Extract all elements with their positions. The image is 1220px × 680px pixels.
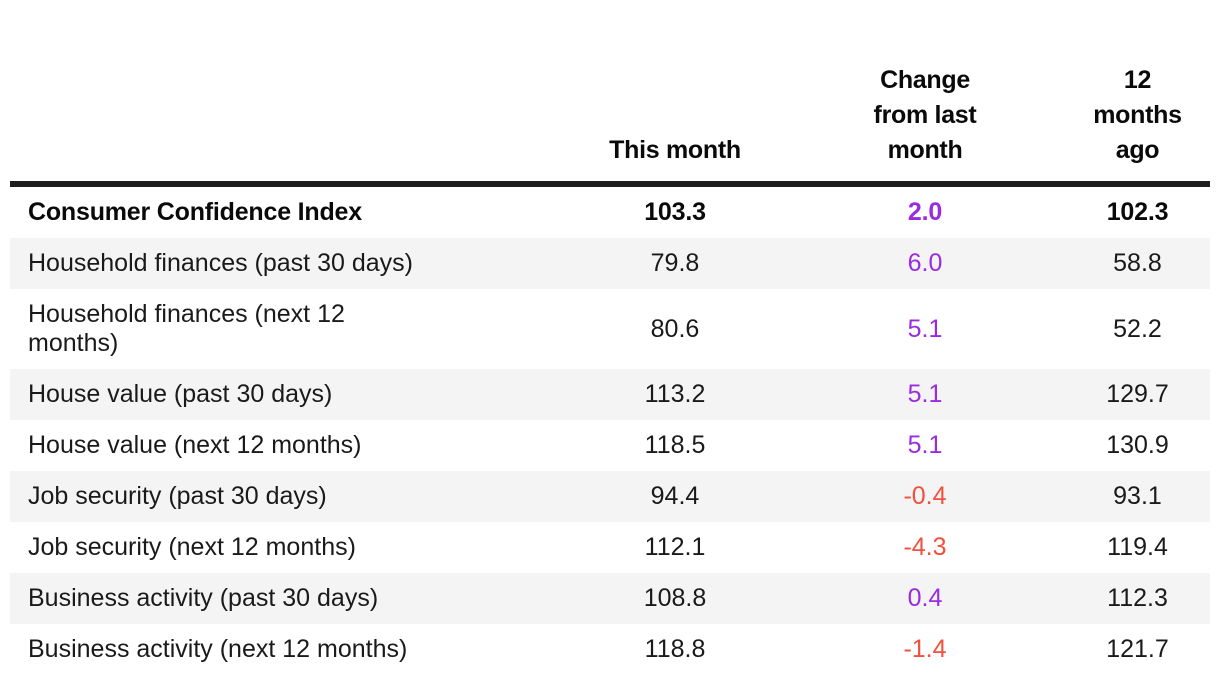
this-month-value: 103.3 (644, 198, 706, 226)
this-month-value: 112.1 (644, 533, 706, 561)
row-label: Job security (next 12 months) (28, 533, 356, 561)
this-month-value: 113.2 (644, 380, 706, 408)
row-label: Business activity (past 30 days) (28, 584, 379, 612)
header-change-from-last-month: Change from last month (785, 0, 1065, 187)
twelve-months-ago-value: 121.7 (1106, 635, 1169, 663)
table-row: Household finances (past 30 days) 79.8 6… (10, 238, 1210, 289)
table-row: Household finances (next 12 months) 80.6… (10, 289, 1210, 369)
this-month-value: 79.8 (650, 249, 700, 277)
table-row: Consumer Confidence Index 103.3 2.0 102.… (10, 184, 1210, 238)
header-row: This month Change from last month 12 mon… (10, 0, 1210, 187)
table-row: Business activity (past 30 days) 108.8 0… (10, 573, 1210, 624)
twelve-months-ago-value: 93.1 (1113, 482, 1162, 510)
row-label: Consumer Confidence Index (28, 198, 362, 226)
change-value: 2.0 (907, 198, 943, 226)
this-month-value: 80.6 (650, 314, 700, 343)
table-header: This month Change from last month 12 mon… (10, 0, 1210, 187)
table-row: Job security (past 30 days) 94.4 -0.4 93… (10, 471, 1210, 522)
change-value: -1.4 (903, 635, 947, 663)
header-empty (10, 0, 565, 187)
row-label: Job security (past 30 days) (28, 482, 327, 510)
change-value: 5.1 (907, 380, 943, 408)
row-label: Household finances (past 30 days) (28, 249, 413, 277)
table-row: Job security (next 12 months) 112.1 -4.3… (10, 522, 1210, 573)
twelve-months-ago-value: 58.8 (1113, 249, 1162, 277)
header-12-months-ago: 12 months ago (1065, 0, 1210, 187)
twelve-months-ago-value: 52.2 (1113, 314, 1162, 343)
row-label: Household finances (next 12 months) (28, 300, 345, 357)
table-row: House value (next 12 months) 118.5 5.1 1… (10, 420, 1210, 471)
row-label: Business activity (next 12 months) (28, 635, 408, 663)
table-body: Consumer Confidence Index 103.3 2.0 102.… (10, 184, 1210, 675)
this-month-value: 108.8 (643, 584, 707, 612)
table-row: House value (past 30 days) 113.2 5.1 129… (10, 369, 1210, 420)
this-month-value: 118.8 (644, 635, 706, 663)
row-label: House value (next 12 months) (28, 431, 362, 459)
twelve-months-ago-value: 130.9 (1106, 431, 1169, 459)
header-this-month: This month (565, 0, 785, 187)
change-value: 6.0 (907, 249, 943, 277)
change-value: -4.3 (903, 533, 947, 561)
twelve-months-ago-value: 112.3 (1107, 584, 1168, 612)
twelve-months-ago-value: 129.7 (1106, 380, 1169, 408)
this-month-value: 118.5 (644, 431, 706, 459)
change-value: 5.1 (907, 314, 943, 343)
change-value: 5.1 (907, 431, 943, 459)
table-row: Business activity (next 12 months) 118.8… (10, 624, 1210, 675)
change-value: 0.4 (907, 584, 943, 612)
twelve-months-ago-value: 102.3 (1106, 198, 1169, 226)
row-label: House value (past 30 days) (28, 380, 333, 408)
this-month-value: 94.4 (650, 482, 700, 510)
twelve-months-ago-value: 119.4 (1107, 533, 1168, 561)
change-value: -0.4 (903, 482, 947, 510)
consumer-confidence-table: This month Change from last month 12 mon… (10, 0, 1210, 675)
